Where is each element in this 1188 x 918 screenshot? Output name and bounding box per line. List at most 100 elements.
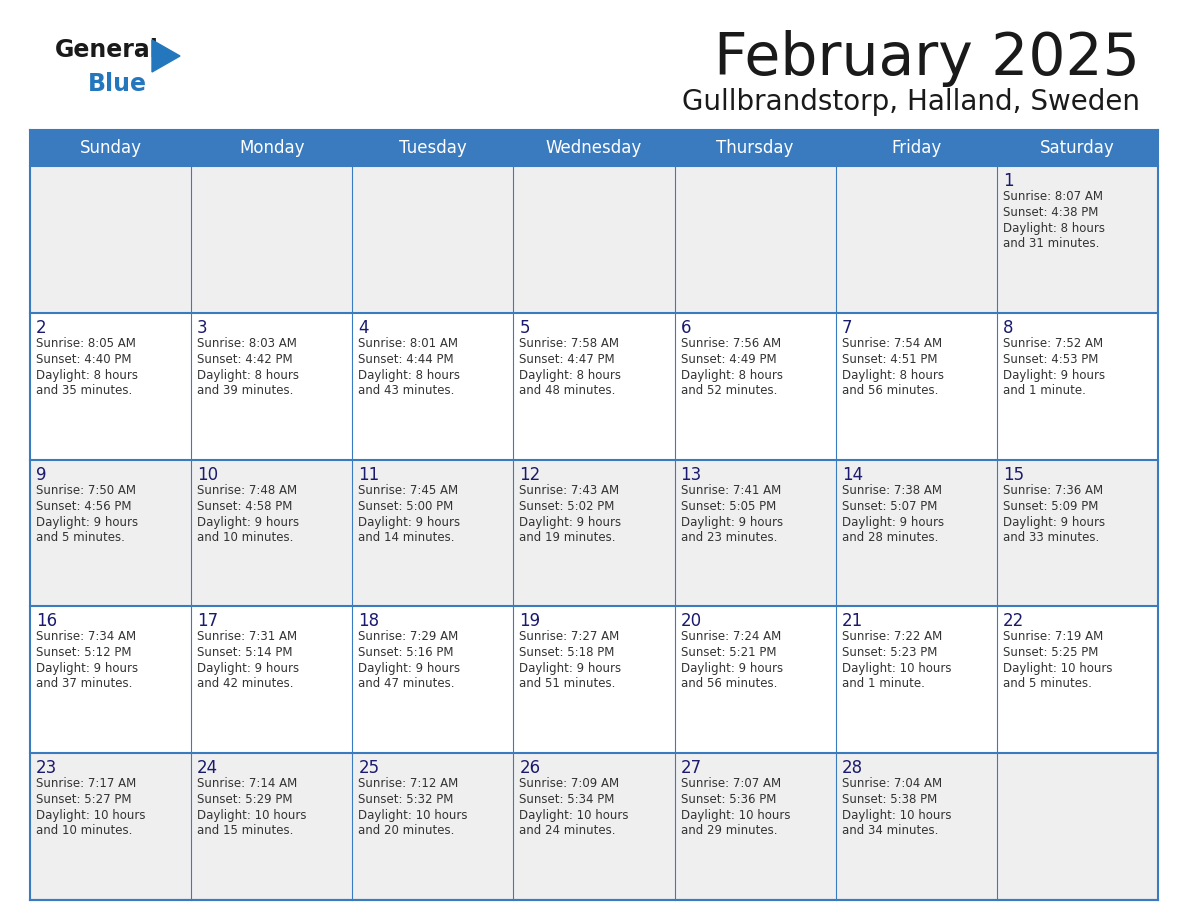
Text: Sunset: 5:00 PM: Sunset: 5:00 PM <box>359 499 454 512</box>
Text: and 51 minutes.: and 51 minutes. <box>519 677 615 690</box>
Text: and 33 minutes.: and 33 minutes. <box>1003 531 1099 543</box>
Text: 17: 17 <box>197 612 219 631</box>
Text: February 2025: February 2025 <box>714 30 1140 87</box>
Text: and 39 minutes.: and 39 minutes. <box>197 384 293 397</box>
Text: 15: 15 <box>1003 465 1024 484</box>
Text: Sunset: 5:32 PM: Sunset: 5:32 PM <box>359 793 454 806</box>
Text: 1: 1 <box>1003 172 1013 190</box>
Text: Sunrise: 7:54 AM: Sunrise: 7:54 AM <box>842 337 942 350</box>
Polygon shape <box>152 40 181 72</box>
Text: 16: 16 <box>36 612 57 631</box>
Text: Daylight: 10 hours: Daylight: 10 hours <box>842 663 952 676</box>
Text: Daylight: 8 hours: Daylight: 8 hours <box>36 369 138 382</box>
Text: and 14 minutes.: and 14 minutes. <box>359 531 455 543</box>
Text: Sunset: 5:25 PM: Sunset: 5:25 PM <box>1003 646 1098 659</box>
Text: Sunrise: 7:27 AM: Sunrise: 7:27 AM <box>519 631 620 644</box>
Text: and 10 minutes.: and 10 minutes. <box>36 824 132 837</box>
Text: Daylight: 9 hours: Daylight: 9 hours <box>359 516 461 529</box>
Text: Daylight: 8 hours: Daylight: 8 hours <box>197 369 299 382</box>
Text: and 15 minutes.: and 15 minutes. <box>197 824 293 837</box>
Text: and 47 minutes.: and 47 minutes. <box>359 677 455 690</box>
Text: Daylight: 9 hours: Daylight: 9 hours <box>681 663 783 676</box>
Text: Sunrise: 8:07 AM: Sunrise: 8:07 AM <box>1003 190 1102 203</box>
Text: Sunset: 5:16 PM: Sunset: 5:16 PM <box>359 646 454 659</box>
Bar <box>30 607 1158 753</box>
Text: Sunrise: 7:22 AM: Sunrise: 7:22 AM <box>842 631 942 644</box>
Text: and 20 minutes.: and 20 minutes. <box>359 824 455 837</box>
Text: 20: 20 <box>681 612 702 631</box>
Text: Daylight: 9 hours: Daylight: 9 hours <box>681 516 783 529</box>
Text: and 56 minutes.: and 56 minutes. <box>681 677 777 690</box>
Text: Gullbrandstorp, Halland, Sweden: Gullbrandstorp, Halland, Sweden <box>682 88 1140 116</box>
Text: Monday: Monday <box>239 139 304 157</box>
Text: Sunrise: 7:09 AM: Sunrise: 7:09 AM <box>519 778 620 790</box>
Text: Tuesday: Tuesday <box>399 139 467 157</box>
Text: and 24 minutes.: and 24 minutes. <box>519 824 615 837</box>
Text: Sunrise: 8:03 AM: Sunrise: 8:03 AM <box>197 337 297 350</box>
Text: Sunrise: 7:29 AM: Sunrise: 7:29 AM <box>359 631 459 644</box>
Text: Daylight: 8 hours: Daylight: 8 hours <box>842 369 943 382</box>
Text: and 19 minutes.: and 19 minutes. <box>519 531 615 543</box>
Text: Sunset: 4:56 PM: Sunset: 4:56 PM <box>36 499 132 512</box>
Bar <box>30 166 1158 313</box>
Text: Sunset: 5:34 PM: Sunset: 5:34 PM <box>519 793 615 806</box>
Text: Sunset: 5:05 PM: Sunset: 5:05 PM <box>681 499 776 512</box>
Text: 25: 25 <box>359 759 379 778</box>
Text: Sunrise: 7:45 AM: Sunrise: 7:45 AM <box>359 484 459 497</box>
Bar <box>30 313 1158 460</box>
Text: 8: 8 <box>1003 319 1013 337</box>
Text: Sunset: 5:09 PM: Sunset: 5:09 PM <box>1003 499 1098 512</box>
Text: Sunrise: 7:48 AM: Sunrise: 7:48 AM <box>197 484 297 497</box>
Text: Daylight: 10 hours: Daylight: 10 hours <box>681 809 790 823</box>
Text: Daylight: 9 hours: Daylight: 9 hours <box>197 516 299 529</box>
Text: 19: 19 <box>519 612 541 631</box>
Text: Sunrise: 7:43 AM: Sunrise: 7:43 AM <box>519 484 620 497</box>
Text: Daylight: 10 hours: Daylight: 10 hours <box>197 809 307 823</box>
Text: 10: 10 <box>197 465 219 484</box>
Text: and 29 minutes.: and 29 minutes. <box>681 824 777 837</box>
Text: Daylight: 9 hours: Daylight: 9 hours <box>1003 516 1105 529</box>
Text: Sunset: 4:49 PM: Sunset: 4:49 PM <box>681 353 776 365</box>
Text: 6: 6 <box>681 319 691 337</box>
Text: Daylight: 10 hours: Daylight: 10 hours <box>519 809 628 823</box>
Text: Sunrise: 8:05 AM: Sunrise: 8:05 AM <box>36 337 135 350</box>
Text: and 5 minutes.: and 5 minutes. <box>1003 677 1092 690</box>
Text: and 1 minute.: and 1 minute. <box>842 677 924 690</box>
Text: Sunset: 4:44 PM: Sunset: 4:44 PM <box>359 353 454 365</box>
Text: Sunrise: 7:12 AM: Sunrise: 7:12 AM <box>359 778 459 790</box>
Text: 13: 13 <box>681 465 702 484</box>
Bar <box>30 130 1158 166</box>
Text: Daylight: 10 hours: Daylight: 10 hours <box>36 809 145 823</box>
Text: Daylight: 8 hours: Daylight: 8 hours <box>1003 222 1105 235</box>
Text: and 31 minutes.: and 31 minutes. <box>1003 237 1099 250</box>
Text: Daylight: 10 hours: Daylight: 10 hours <box>1003 663 1112 676</box>
Text: Sunday: Sunday <box>80 139 141 157</box>
Text: Daylight: 9 hours: Daylight: 9 hours <box>1003 369 1105 382</box>
Text: Sunrise: 7:17 AM: Sunrise: 7:17 AM <box>36 778 137 790</box>
Text: and 37 minutes.: and 37 minutes. <box>36 677 132 690</box>
Bar <box>30 460 1158 607</box>
Text: 23: 23 <box>36 759 57 778</box>
Text: Thursday: Thursday <box>716 139 794 157</box>
Text: and 42 minutes.: and 42 minutes. <box>197 677 293 690</box>
Text: 5: 5 <box>519 319 530 337</box>
Text: Sunset: 5:21 PM: Sunset: 5:21 PM <box>681 646 776 659</box>
Text: Friday: Friday <box>891 139 941 157</box>
Text: 28: 28 <box>842 759 862 778</box>
Text: Sunset: 4:38 PM: Sunset: 4:38 PM <box>1003 206 1098 219</box>
Text: Sunrise: 7:36 AM: Sunrise: 7:36 AM <box>1003 484 1102 497</box>
Text: Saturday: Saturday <box>1040 139 1114 157</box>
Text: Daylight: 8 hours: Daylight: 8 hours <box>359 369 460 382</box>
Text: Sunrise: 7:07 AM: Sunrise: 7:07 AM <box>681 778 781 790</box>
Text: Sunrise: 7:38 AM: Sunrise: 7:38 AM <box>842 484 942 497</box>
Text: and 28 minutes.: and 28 minutes. <box>842 531 939 543</box>
Text: Daylight: 9 hours: Daylight: 9 hours <box>36 663 138 676</box>
Text: 12: 12 <box>519 465 541 484</box>
Text: 26: 26 <box>519 759 541 778</box>
Text: Daylight: 9 hours: Daylight: 9 hours <box>519 663 621 676</box>
Text: Sunrise: 7:58 AM: Sunrise: 7:58 AM <box>519 337 619 350</box>
Text: 21: 21 <box>842 612 862 631</box>
Text: and 34 minutes.: and 34 minutes. <box>842 824 939 837</box>
Text: Sunset: 5:23 PM: Sunset: 5:23 PM <box>842 646 937 659</box>
Text: Sunset: 5:07 PM: Sunset: 5:07 PM <box>842 499 937 512</box>
